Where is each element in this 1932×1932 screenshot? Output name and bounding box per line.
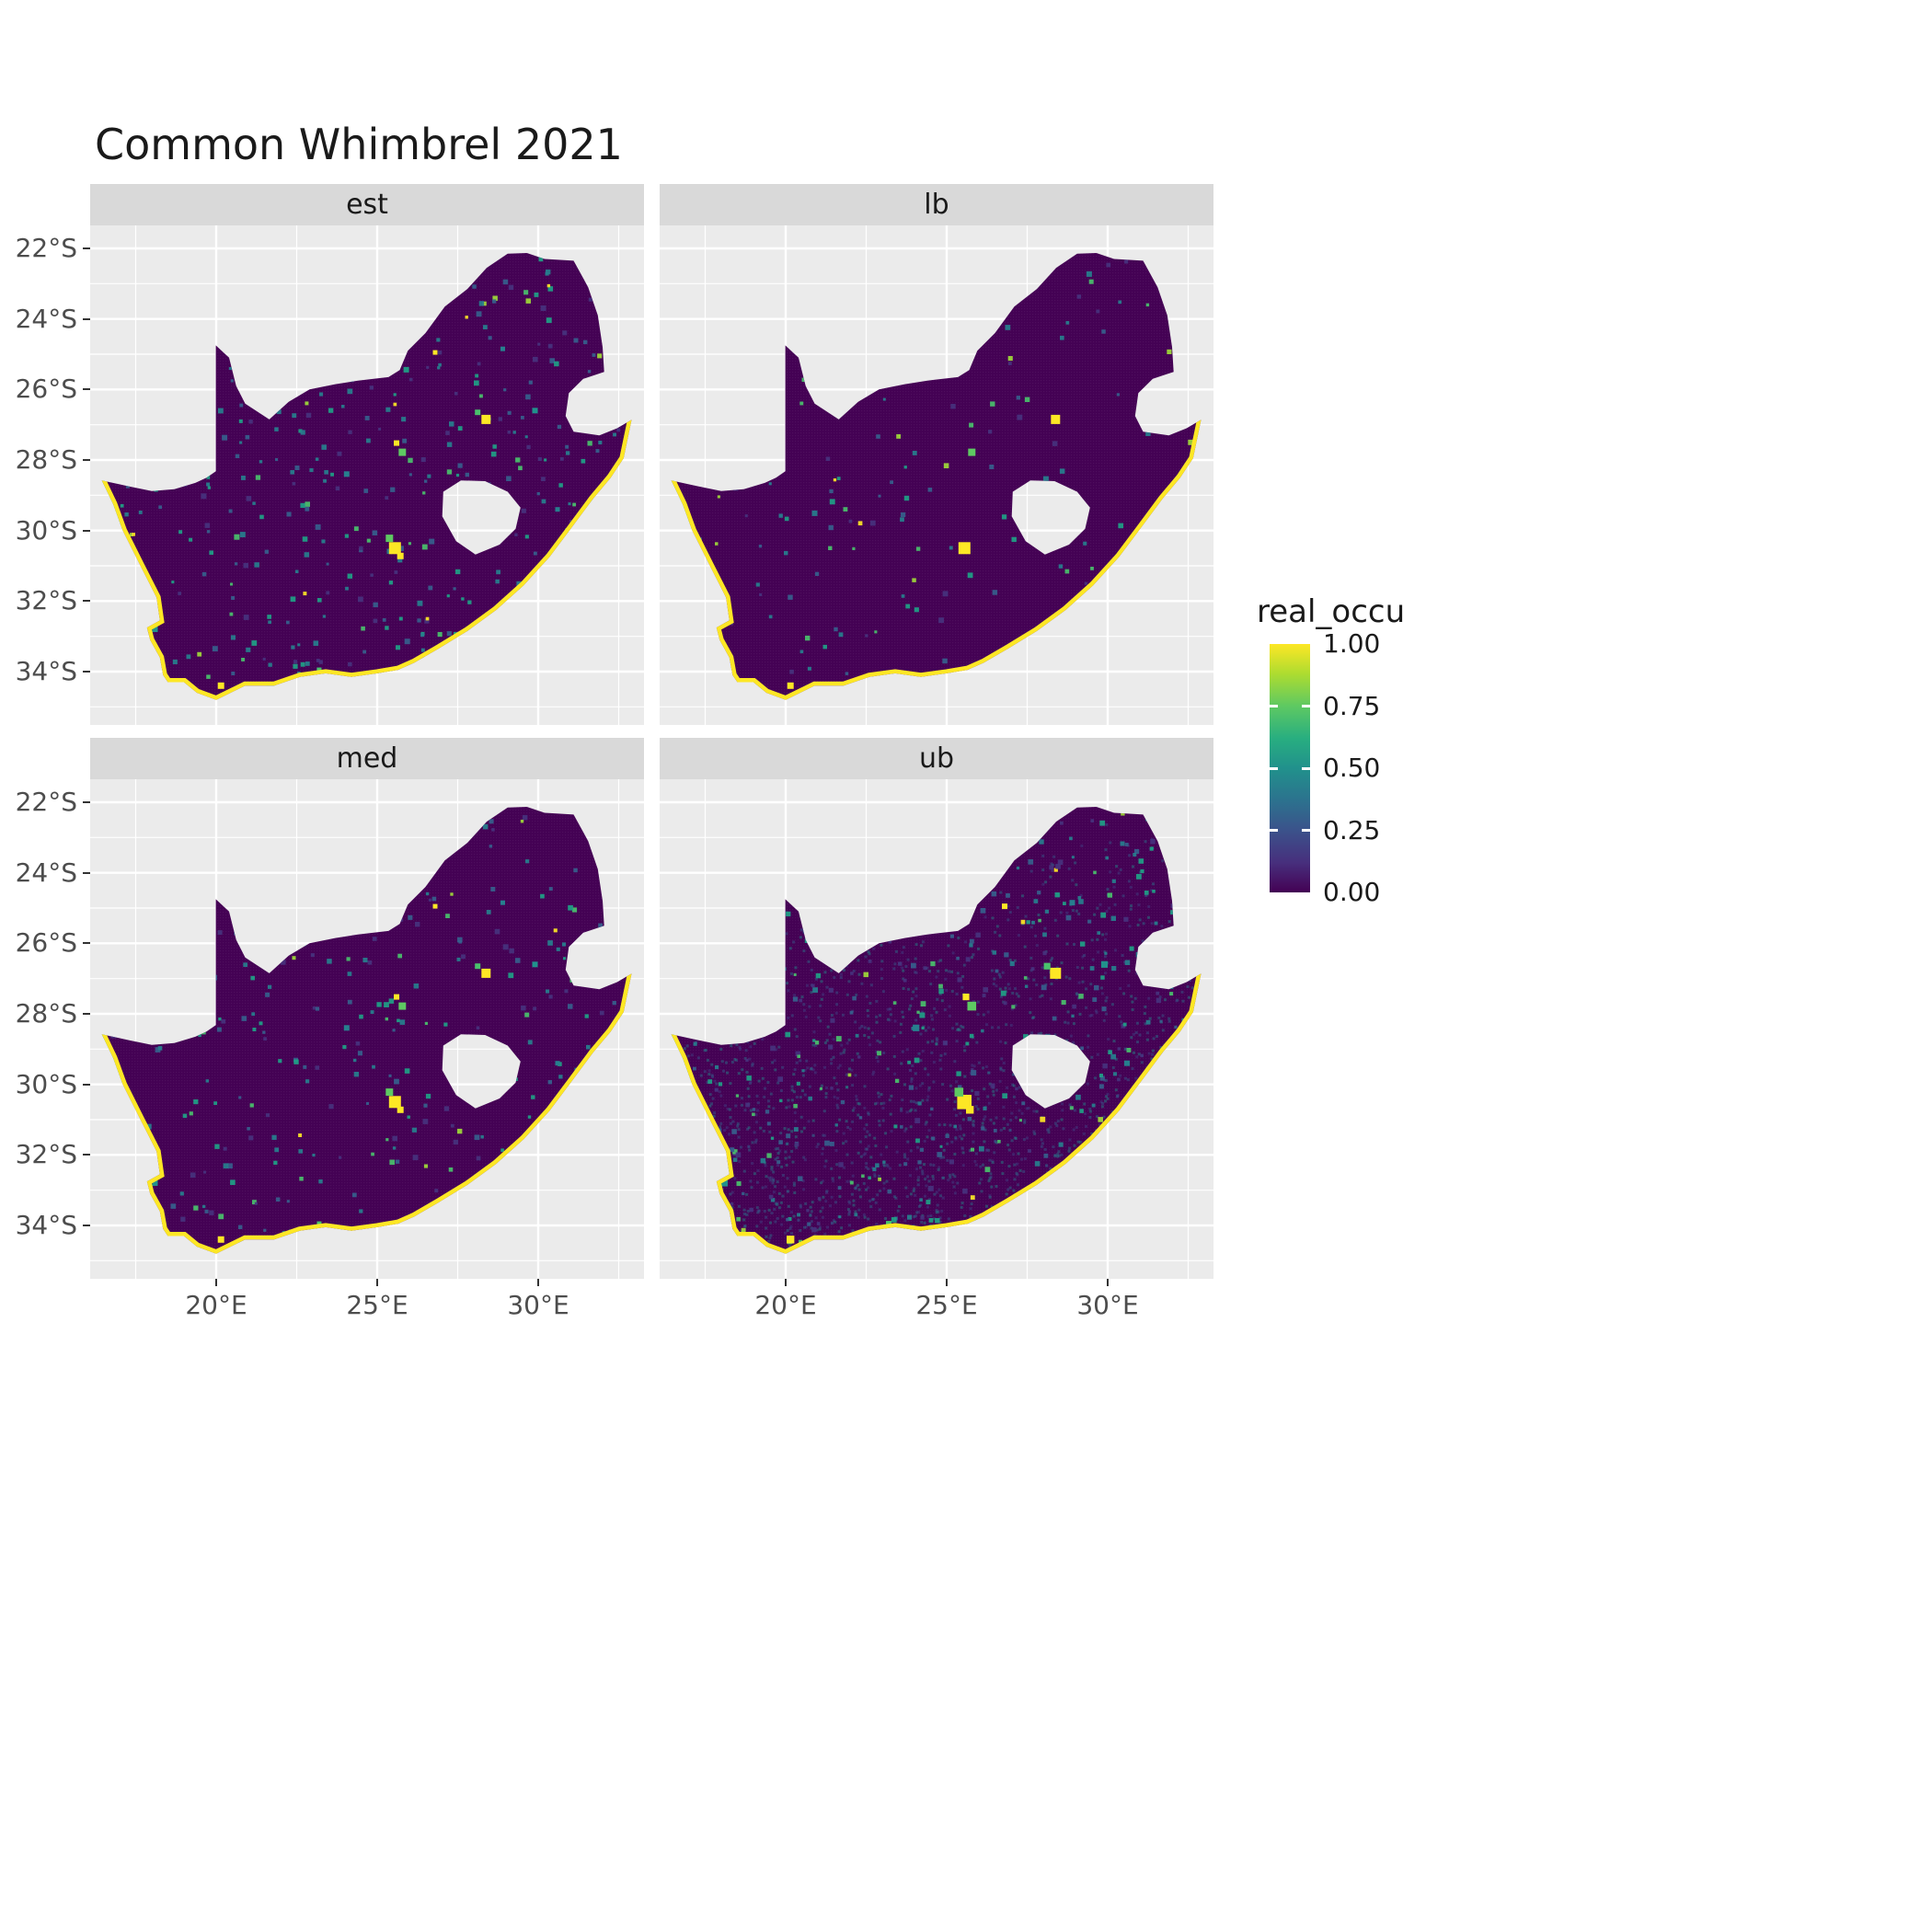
- x-axis-tick-mark: [376, 1279, 378, 1286]
- y-axis-tick-mark: [83, 872, 90, 874]
- y-axis-tick-mark: [83, 942, 90, 944]
- x-axis-tick-label: 25°E: [915, 1290, 978, 1320]
- y-axis-tick-mark: [83, 1225, 90, 1226]
- x-axis-tick-label: 20°E: [754, 1290, 817, 1320]
- legend-tick-label: 0.00: [1323, 877, 1381, 907]
- facet-label: est: [346, 189, 388, 221]
- y-axis-tick-label: 30°S: [15, 515, 77, 546]
- map-panel-est: [90, 225, 644, 725]
- y-axis-tick-mark: [83, 247, 90, 249]
- legend-tick-label: 0.75: [1323, 691, 1381, 721]
- x-axis-tick-mark: [946, 1279, 948, 1286]
- legend-tick-mark: [1270, 829, 1278, 832]
- y-axis-tick-label: 32°S: [15, 1139, 77, 1169]
- legend-tick-mark: [1302, 766, 1310, 770]
- y-axis-tick-label: 26°S: [15, 927, 77, 958]
- y-axis-tick-mark: [83, 600, 90, 602]
- facet-strip-med: med: [90, 738, 644, 779]
- legend-title: real_occu: [1257, 593, 1406, 630]
- y-axis-tick-mark: [83, 1154, 90, 1156]
- y-axis-tick-label: 34°S: [15, 1210, 77, 1240]
- x-axis-tick-label: 30°E: [507, 1290, 569, 1320]
- y-axis-tick-mark: [83, 459, 90, 461]
- legend-tick-mark: [1302, 829, 1310, 832]
- map-panel-lb: [660, 225, 1213, 725]
- legend-tick-label: 0.50: [1323, 753, 1381, 783]
- x-axis-tick-label: 20°E: [185, 1290, 247, 1320]
- y-axis-tick-mark: [83, 388, 90, 390]
- x-axis-tick-mark: [1107, 1279, 1109, 1286]
- map-panel-ub: [660, 779, 1213, 1279]
- facet-label: lb: [924, 189, 949, 221]
- y-axis-tick-label: 28°S: [15, 444, 77, 475]
- chart-title: Common Whimbrel 2021: [95, 120, 623, 169]
- y-axis-tick-label: 34°S: [15, 656, 77, 686]
- facet-label: ub: [918, 742, 955, 775]
- y-axis-tick-label: 24°S: [15, 857, 77, 888]
- y-axis-tick-label: 28°S: [15, 998, 77, 1029]
- y-axis-tick-label: 30°S: [15, 1069, 77, 1099]
- y-axis-tick-mark: [83, 1013, 90, 1015]
- facet-strip-est: est: [90, 184, 644, 225]
- coastline: [671, 419, 1202, 700]
- y-axis-tick-label: 32°S: [15, 585, 77, 615]
- map-panel-med: [90, 779, 644, 1279]
- x-axis-tick-mark: [785, 1279, 787, 1286]
- facet-strip-lb: lb: [660, 184, 1213, 225]
- legend-tick-label: 0.25: [1323, 815, 1381, 845]
- y-axis-tick-mark: [83, 671, 90, 673]
- legend-tick-mark: [1270, 705, 1278, 707]
- facet-label: med: [336, 742, 398, 775]
- y-axis-tick-label: 24°S: [15, 304, 77, 334]
- legend-tick-mark: [1302, 705, 1310, 707]
- legend-tick-mark: [1270, 766, 1278, 770]
- y-axis-tick-mark: [83, 318, 90, 320]
- y-axis-tick-mark: [83, 1084, 90, 1086]
- facet-strip-ub: ub: [660, 738, 1213, 779]
- y-axis-tick-mark: [83, 801, 90, 803]
- y-axis-tick-mark: [83, 530, 90, 532]
- x-axis-tick-mark: [215, 1279, 217, 1286]
- x-axis-tick-label: 25°E: [346, 1290, 408, 1320]
- legend-tick-label: 1.00: [1323, 628, 1381, 659]
- y-axis-tick-label: 22°S: [15, 787, 77, 817]
- x-axis-tick-label: 30°E: [1076, 1290, 1139, 1320]
- y-axis-tick-label: 22°S: [15, 233, 77, 263]
- y-axis-tick-label: 26°S: [15, 374, 77, 404]
- x-axis-tick-mark: [537, 1279, 539, 1286]
